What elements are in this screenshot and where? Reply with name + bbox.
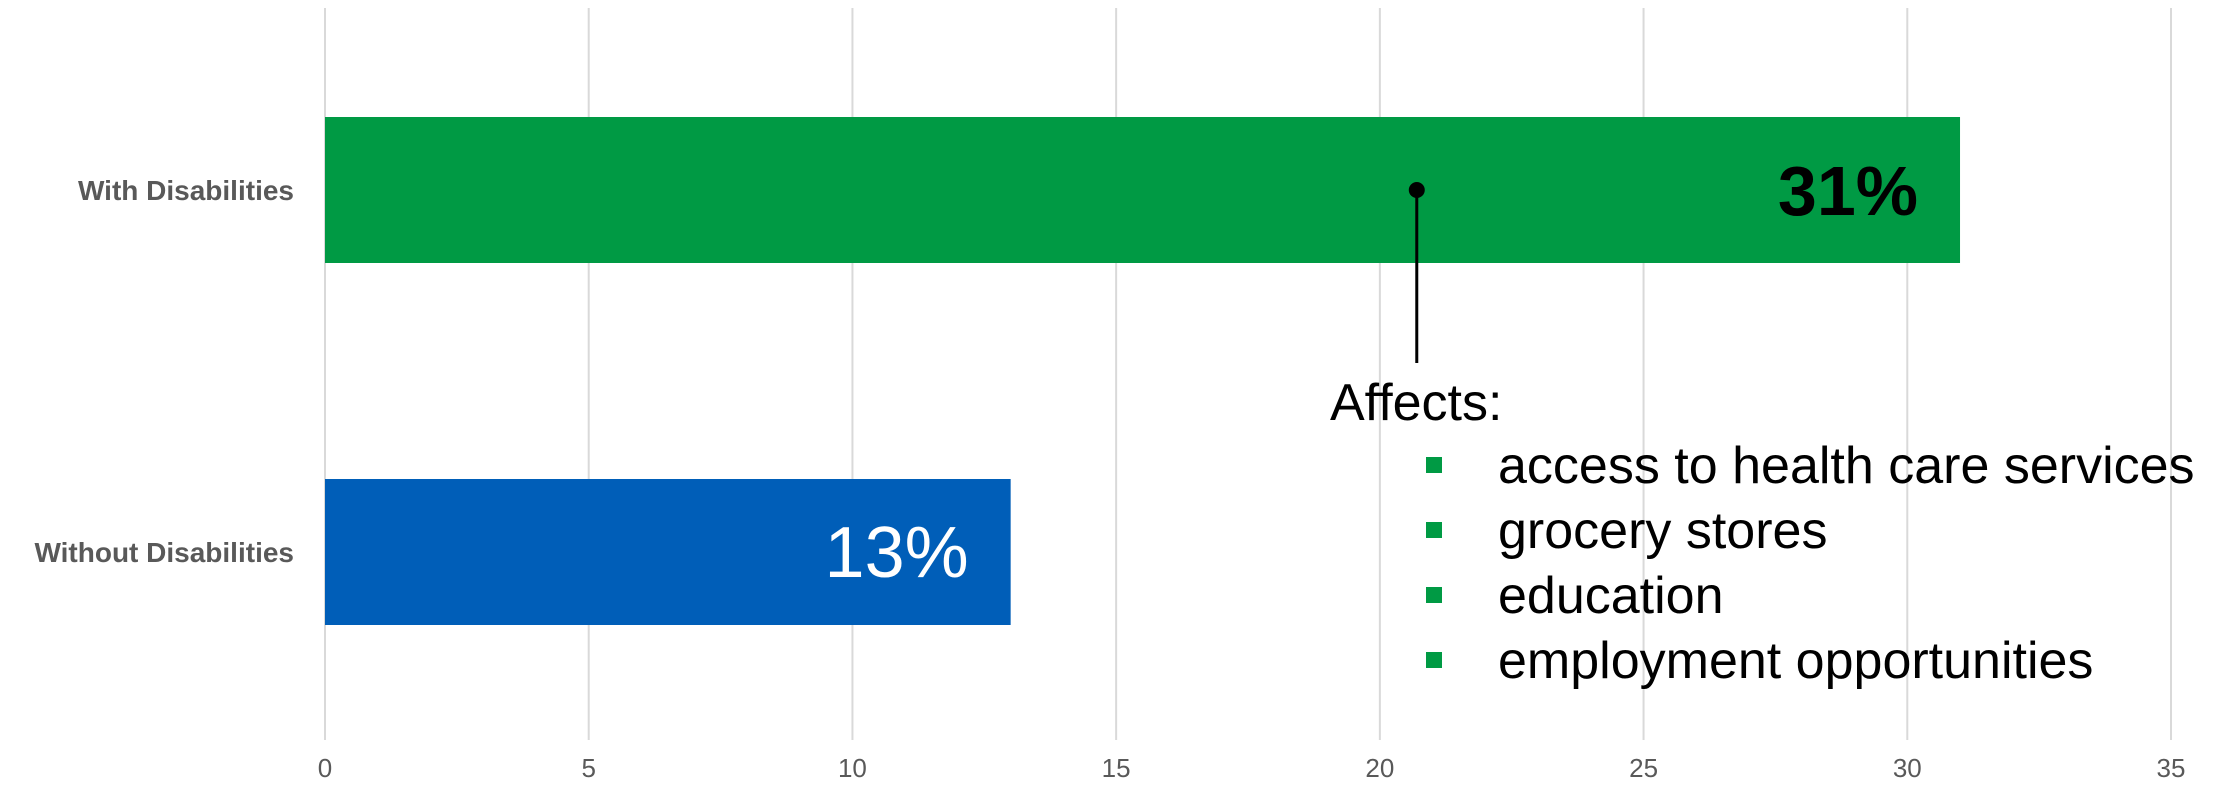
square-bullet-icon bbox=[1426, 587, 1442, 603]
square-bullet-icon bbox=[1426, 652, 1442, 668]
x-tick-label: 15 bbox=[1102, 753, 1131, 783]
category-label: With Disabilities bbox=[78, 175, 294, 206]
callout-anchor-dot bbox=[1408, 182, 1425, 198]
callout-item-text: education bbox=[1498, 567, 1724, 625]
x-tick-label: 10 bbox=[838, 753, 867, 783]
callout-list-item: access to health care services bbox=[1426, 434, 2195, 499]
callout-list-item: education bbox=[1426, 564, 2195, 629]
callout-heading: Affects: bbox=[1330, 374, 1503, 432]
x-tick-label: 20 bbox=[1365, 753, 1394, 783]
x-tick-label: 0 bbox=[318, 753, 332, 783]
bar-data-label: 31% bbox=[1778, 152, 1918, 230]
callout-list-item: employment opportunities bbox=[1426, 629, 2195, 694]
callout-list: access to health care services grocery s… bbox=[1330, 434, 2195, 694]
category-labels: With Disabilities Without Disabilities bbox=[34, 175, 294, 568]
callout-box: Affects: access to health care services … bbox=[1330, 372, 2195, 694]
bars: 31% 13% bbox=[325, 117, 1961, 625]
callout-connector bbox=[1408, 182, 1425, 363]
bar-data-label: 13% bbox=[825, 513, 969, 593]
x-tick-label: 25 bbox=[1629, 753, 1658, 783]
x-tick-label: 35 bbox=[2157, 753, 2186, 783]
callout-item-text: access to health care services bbox=[1498, 437, 2195, 495]
callout-list-item: grocery stores bbox=[1426, 499, 2195, 564]
square-bullet-icon bbox=[1426, 457, 1442, 473]
bar bbox=[325, 117, 1961, 263]
bar bbox=[325, 479, 1011, 625]
x-tick-label: 5 bbox=[581, 753, 595, 783]
square-bullet-icon bbox=[1426, 522, 1442, 538]
x-axis-ticks: 0 5 10 15 20 25 30 35 bbox=[318, 753, 2186, 783]
callout-item-text: grocery stores bbox=[1498, 502, 1828, 560]
category-label: Without Disabilities bbox=[34, 537, 294, 568]
callout-item-text: employment opportunities bbox=[1498, 632, 2094, 690]
x-tick-label: 30 bbox=[1893, 753, 1922, 783]
